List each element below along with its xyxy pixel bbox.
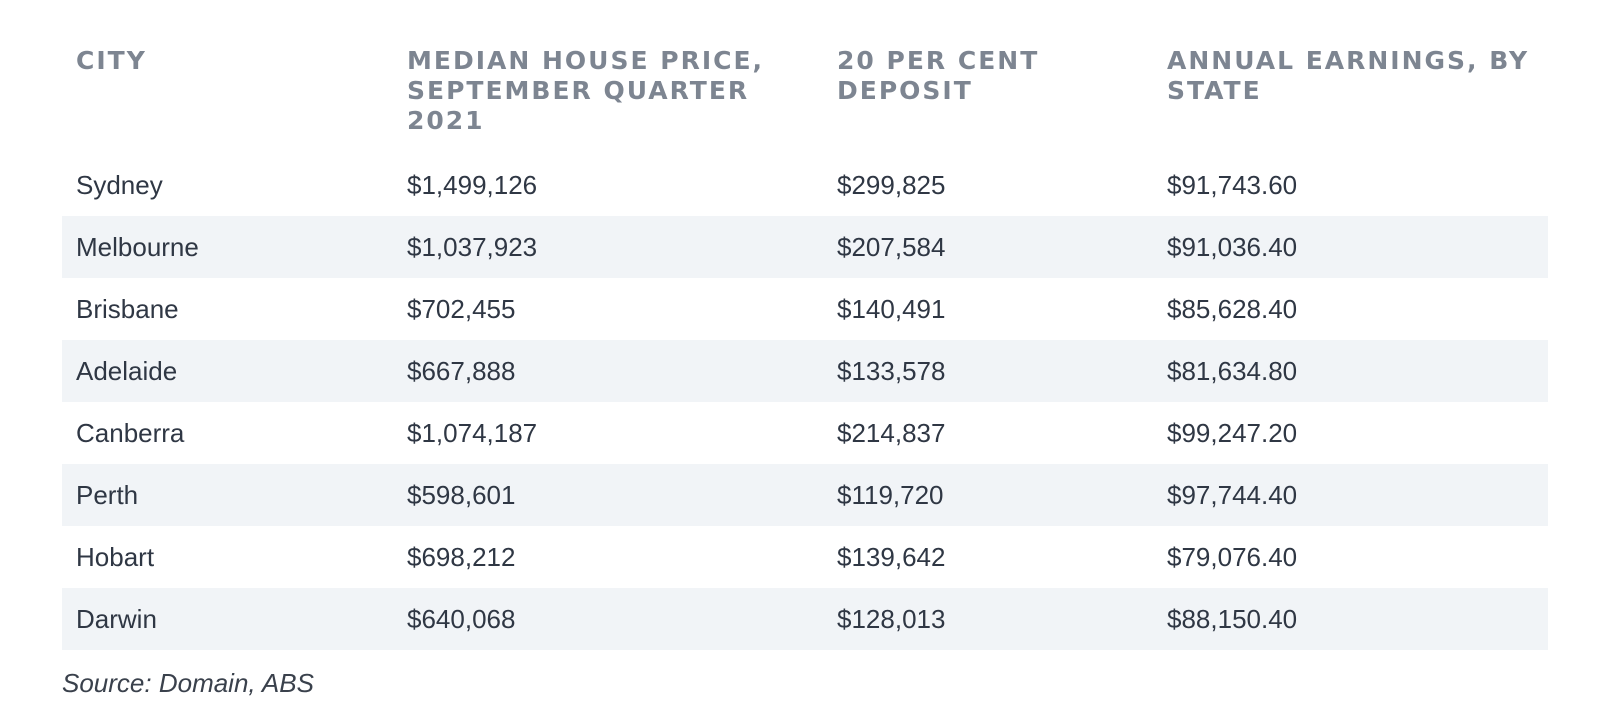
column-header-deposit: 20 PER CENT DEPOSIT (837, 46, 1040, 105)
cell-deposit: $207,584 (823, 216, 1153, 278)
cell-median-price: $1,499,126 (407, 169, 538, 200)
cell-deposit: $214,837 (837, 417, 946, 448)
cell-earnings: $97,744.40 (1153, 464, 1548, 526)
cell-deposit: $133,578 (823, 340, 1153, 402)
column-header-annual-earnings: ANNUAL EARNINGS, BY STATE (1167, 46, 1530, 105)
cell-city: Perth (62, 464, 393, 526)
cell-earnings: $91,036.40 (1153, 216, 1548, 278)
table-row: Canberra $1,074,187 $214,837 $99,247.20 (62, 402, 1548, 464)
source-note: Source: Domain, ABS (62, 668, 314, 698)
cell-city: Adelaide (62, 340, 393, 402)
cell-earnings: $81,634.80 (1153, 340, 1548, 402)
cell-deposit: $299,825 (837, 169, 946, 200)
table-row: Melbourne $1,037,923 $207,584 $91,036.40 (62, 216, 1548, 278)
cell-city: Sydney (76, 169, 163, 200)
cell-deposit: $140,491 (837, 293, 946, 324)
cell-deposit: $139,642 (837, 541, 946, 572)
cell-median-price: $640,068 (393, 588, 823, 650)
header-row: CITY MEDIAN HOUSE PRICE, SEPTEMBER QUART… (62, 40, 1548, 154)
table-row: Brisbane $702,455 $140,491 $85,628.40 (62, 278, 1548, 340)
cell-earnings: $85,628.40 (1167, 293, 1298, 324)
table-row: Perth $598,601 $119,720 $97,744.40 (62, 464, 1548, 526)
table-header: CITY MEDIAN HOUSE PRICE, SEPTEMBER QUART… (62, 40, 1548, 154)
cell-median-price: $1,074,187 (407, 417, 538, 448)
column-header-city: CITY (76, 46, 147, 75)
cell-earnings: $99,247.20 (1167, 417, 1298, 448)
cell-earnings: $91,743.60 (1167, 169, 1298, 200)
cell-median-price: $702,455 (407, 293, 516, 324)
cell-earnings: $79,076.40 (1167, 541, 1298, 572)
table-row: Sydney $1,499,126 $299,825 $91,743.60 (62, 154, 1548, 216)
cell-city: Darwin (62, 588, 393, 650)
table-row: Darwin $640,068 $128,013 $88,150.40 (62, 588, 1548, 650)
data-table: CITY MEDIAN HOUSE PRICE, SEPTEMBER QUART… (62, 40, 1548, 650)
table-body: Sydney $1,499,126 $299,825 $91,743.60 Me… (62, 154, 1548, 650)
column-header-median-house-price: MEDIAN HOUSE PRICE, SEPTEMBER QUARTER 20… (407, 46, 765, 135)
cell-median-price: $1,037,923 (393, 216, 823, 278)
table-container: CITY MEDIAN HOUSE PRICE, SEPTEMBER QUART… (62, 40, 1548, 650)
table-row: Hobart $698,212 $139,642 $79,076.40 (62, 526, 1548, 588)
table-row: Adelaide $667,888 $133,578 $81,634.80 (62, 340, 1548, 402)
cell-median-price: $598,601 (393, 464, 823, 526)
cell-deposit: $128,013 (823, 588, 1153, 650)
cell-median-price: $698,212 (407, 541, 516, 572)
cell-median-price: $667,888 (393, 340, 823, 402)
cell-city: Melbourne (62, 216, 393, 278)
cell-deposit: $119,720 (823, 464, 1153, 526)
cell-city: Brisbane (76, 293, 179, 324)
cell-earnings: $88,150.40 (1153, 588, 1548, 650)
cell-city: Canberra (76, 417, 185, 448)
cell-city: Hobart (76, 541, 155, 572)
